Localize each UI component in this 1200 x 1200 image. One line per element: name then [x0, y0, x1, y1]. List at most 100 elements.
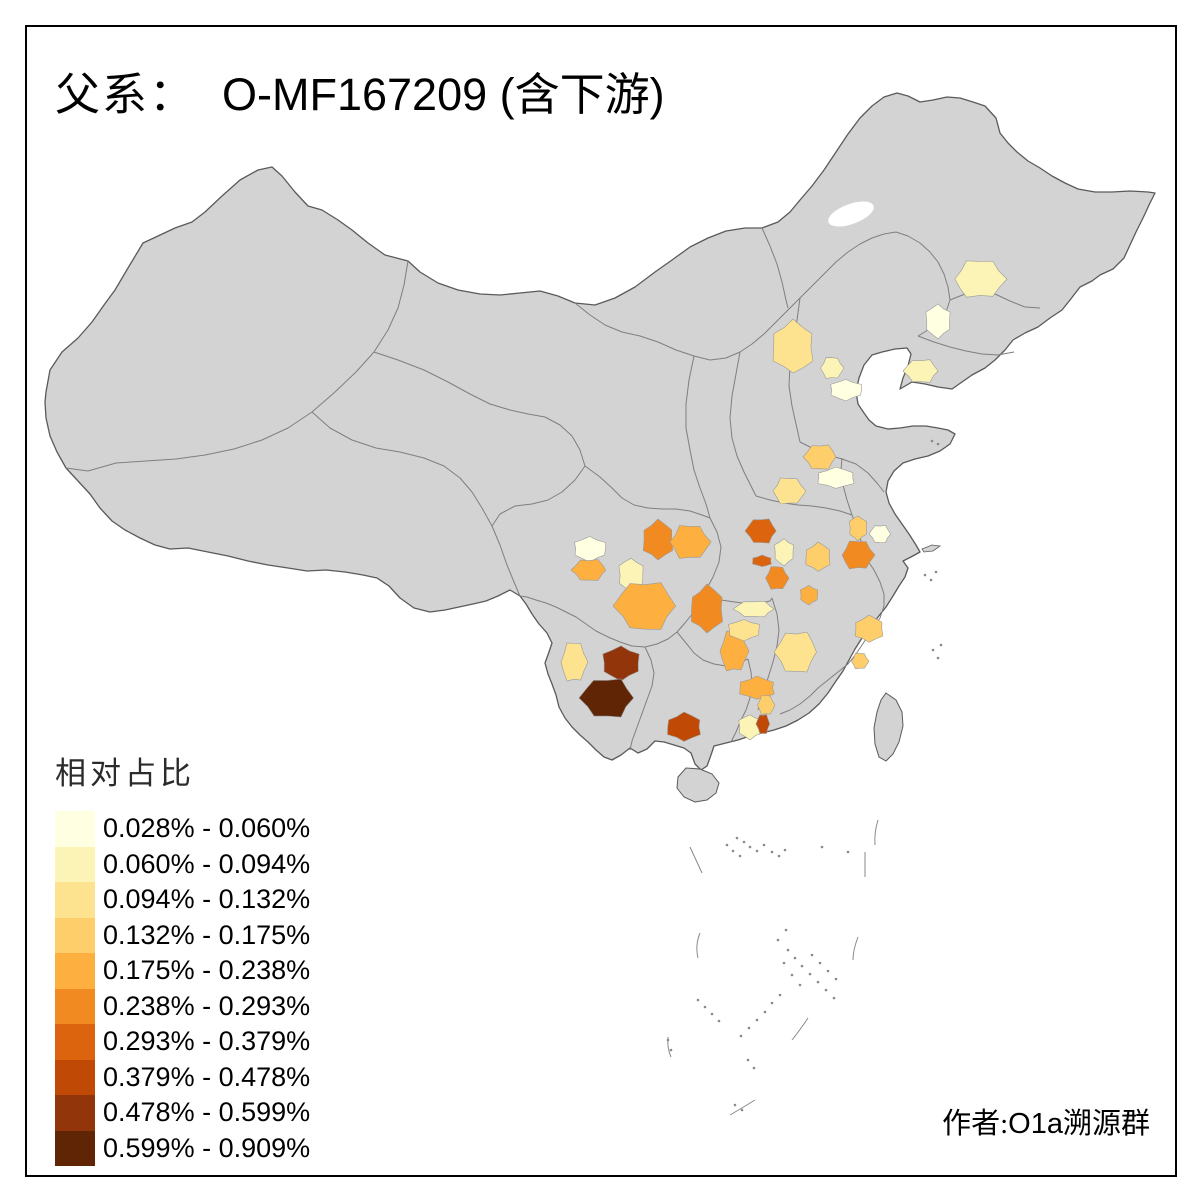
legend-swatch [55, 1059, 95, 1095]
prefecture-yunnan-west-pale [560, 642, 589, 682]
legend-swatch [55, 846, 95, 882]
prefecture-hubei-south [765, 566, 790, 590]
province-border [574, 231, 951, 361]
island-arc [874, 819, 879, 846]
legend-rows: 0.028% - 0.060% 0.060% - 0.094% 0.094% - 0… [55, 811, 310, 1166]
legend-row: 0.028% - 0.060% [55, 811, 310, 847]
legend-range-label: 0.478% - 0.599% [103, 1097, 311, 1128]
prefecture-jilin-changchun [954, 260, 1008, 298]
mainland-china-shape [44, 92, 1156, 771]
small-island-dot [824, 988, 828, 992]
small-island-dot [790, 973, 794, 977]
small-island-dot [834, 977, 838, 981]
small-island-dot [783, 848, 787, 852]
prefecture-jiangsu-north [848, 515, 868, 542]
small-island-dot [776, 938, 780, 942]
small-island-dot [770, 850, 774, 854]
prefecture-hebei-zhangjiakou [772, 318, 814, 374]
legend-swatch [55, 988, 95, 1024]
island-arc [696, 932, 701, 959]
legend-row: 0.599% - 0.909% [55, 1130, 311, 1166]
small-island-dot [696, 998, 700, 1002]
legend-swatch [55, 953, 95, 989]
legend-row: 0.132% - 0.175% [55, 917, 311, 953]
legend-range-label: 0.379% - 0.478% [103, 1061, 311, 1092]
small-island-dot [762, 843, 766, 847]
province-border [729, 351, 757, 497]
small-island-dot [939, 643, 943, 647]
small-island-dot [717, 1019, 721, 1023]
prefecture-chongqing [612, 582, 677, 630]
small-island-dot [710, 1012, 714, 1016]
prefecture-hunan-chenzhou [757, 695, 776, 715]
prefecture-sichuan-nanchong [669, 525, 712, 559]
small-island-dot [755, 1018, 759, 1022]
prefecture-yunnan-northeast-dark [602, 645, 640, 682]
small-island-dot [820, 845, 824, 849]
legend-swatch [55, 917, 95, 953]
legend-row: 0.293% - 0.379% [55, 1024, 310, 1060]
legend-range-label: 0.175% - 0.238% [103, 955, 311, 986]
island-arc [667, 1036, 672, 1058]
small-island-dot [738, 854, 742, 858]
small-island-dot [740, 1108, 744, 1112]
legend-range-label: 0.028% - 0.060% [103, 813, 311, 844]
small-island-dot [747, 1026, 751, 1030]
small-island-dot [735, 836, 739, 840]
small-island-dot [808, 972, 812, 976]
island-arc [791, 1017, 809, 1041]
plot-frame [25, 25, 1177, 1177]
small-island-dot [846, 850, 850, 854]
legend-range-label: 0.060% - 0.094% [103, 848, 311, 879]
legend-range-label: 0.132% - 0.175% [103, 919, 311, 950]
prefecture-sichuan-west-orange [570, 559, 607, 581]
prefecture-hubei-east-pale [774, 538, 794, 567]
legend-row: 0.175% - 0.238% [55, 953, 310, 989]
small-island-dot [733, 1103, 737, 1107]
small-island-dot [816, 980, 820, 984]
province-border [761, 227, 789, 309]
page-title: 父系： O-MF167209 (含下游) [55, 58, 665, 123]
prefecture-henan-zhengzhou [772, 477, 807, 505]
legend-swatch [55, 1095, 95, 1131]
prefecture-sichuan-mianyang [642, 518, 674, 561]
prefecture-hunan-middle [728, 619, 760, 642]
small-island-dot [731, 849, 735, 853]
prefecture-beijing [820, 357, 845, 379]
prefecture-yunnan-central-darkest [578, 678, 634, 718]
small-island-dot [748, 845, 752, 849]
small-island-dot [934, 570, 938, 574]
prefecture-guangdong-west-cream [738, 714, 762, 741]
small-island-dot [763, 1010, 767, 1014]
legend-range-label: 0.599% - 0.909% [103, 1132, 311, 1163]
legend-row: 0.094% - 0.132% [55, 882, 310, 918]
prefecture-hunan-changde [732, 600, 775, 618]
small-island-dot [770, 1001, 774, 1005]
legend-row: 0.478% - 0.599% [55, 1095, 310, 1131]
prefecture-sichuan-west-cream [574, 536, 606, 563]
legend-row: 0.060% - 0.094% [55, 846, 311, 882]
small-island-dot [936, 442, 940, 446]
province-border [65, 260, 409, 472]
small-island-dot [793, 956, 797, 960]
prefecture-shandong-west [802, 444, 837, 470]
attribution-group-latin: O1a [1008, 1108, 1063, 1140]
small-island-dot [798, 983, 802, 987]
province-border [629, 646, 655, 751]
taiwan-island [873, 692, 904, 762]
prefecture-jiangsu-middle [868, 524, 891, 544]
island-arc [689, 846, 703, 874]
small-island-dot [746, 1058, 750, 1062]
prefecture-jiangxi-middle [773, 631, 817, 673]
small-island-dot [931, 648, 935, 652]
legend: 相对占比 0.028% - 0.060% 0.060% - 0.094% 0.094… [55, 748, 310, 1166]
small-island-dot [777, 854, 781, 858]
province-border [730, 658, 753, 743]
attribution: 作者:O1a溯源群 [942, 1100, 1150, 1142]
small-island-dot [755, 849, 759, 853]
legend-swatch [55, 811, 95, 847]
title-haplogroup-prefix: 父系： [55, 70, 197, 120]
small-island-dot [818, 961, 822, 965]
